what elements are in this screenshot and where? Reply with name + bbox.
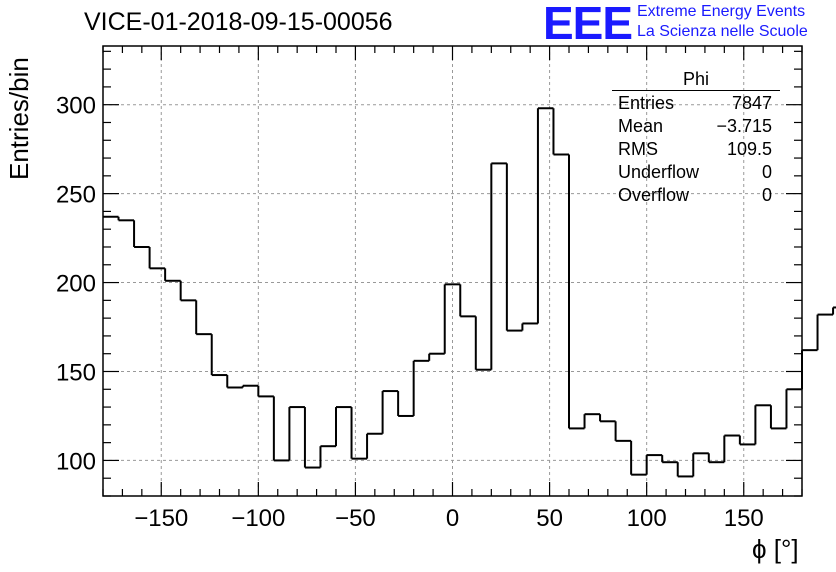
stats-value: 0 xyxy=(761,185,772,205)
y-tick-label: 100 xyxy=(56,448,96,475)
x-tick-label: −50 xyxy=(335,505,376,532)
y-axis-label: Entries/bin xyxy=(4,57,34,180)
stats-row-underflow: Underflow 0 xyxy=(612,161,780,184)
stats-value: 0 xyxy=(761,162,772,182)
stats-title: Phi xyxy=(612,68,780,91)
stats-label: Underflow xyxy=(618,162,700,182)
x-tick-label: −100 xyxy=(231,505,285,532)
stats-label: RMS xyxy=(618,139,658,159)
y-tick-label: 300 xyxy=(56,93,96,120)
stats-value: −3.715 xyxy=(716,116,772,136)
stats-row-mean: Mean −3.715 xyxy=(612,115,780,138)
x-tick-label: 150 xyxy=(724,505,764,532)
logo-caption-line1: Extreme Energy Events xyxy=(637,3,806,20)
x-tick-label: 50 xyxy=(536,505,563,532)
logo-caption: Extreme Energy Events La Scienza nelle S… xyxy=(637,2,808,42)
stats-value: 109.5 xyxy=(726,139,772,159)
x-axis-label: ϕ [°] xyxy=(752,534,799,564)
x-tick-label: 0 xyxy=(446,505,459,532)
stats-row-overflow: Overflow 0 xyxy=(612,184,780,207)
stats-row-rms: RMS 109.5 xyxy=(612,138,780,161)
logo-caption-line2: La Scienza nelle Scuole xyxy=(637,23,808,40)
stats-label: Mean xyxy=(618,116,664,136)
stats-label: Overflow xyxy=(618,185,690,205)
y-tick-label: 200 xyxy=(56,271,96,298)
y-tick-label: 150 xyxy=(56,359,96,386)
eee-logo: EEE xyxy=(543,0,633,49)
stats-box: Phi Entries 7847 Mean −3.715 RMS 109.5 U… xyxy=(612,68,780,207)
stats-value: 7847 xyxy=(731,93,772,113)
chart-title: VICE-01-2018-09-15-00056 xyxy=(84,8,393,36)
x-tick-label: 100 xyxy=(627,505,667,532)
y-tick-label: 250 xyxy=(56,182,96,209)
stats-row-entries: Entries 7847 xyxy=(612,92,780,115)
x-tick-label: −150 xyxy=(134,505,188,532)
stats-label: Entries xyxy=(618,93,675,113)
